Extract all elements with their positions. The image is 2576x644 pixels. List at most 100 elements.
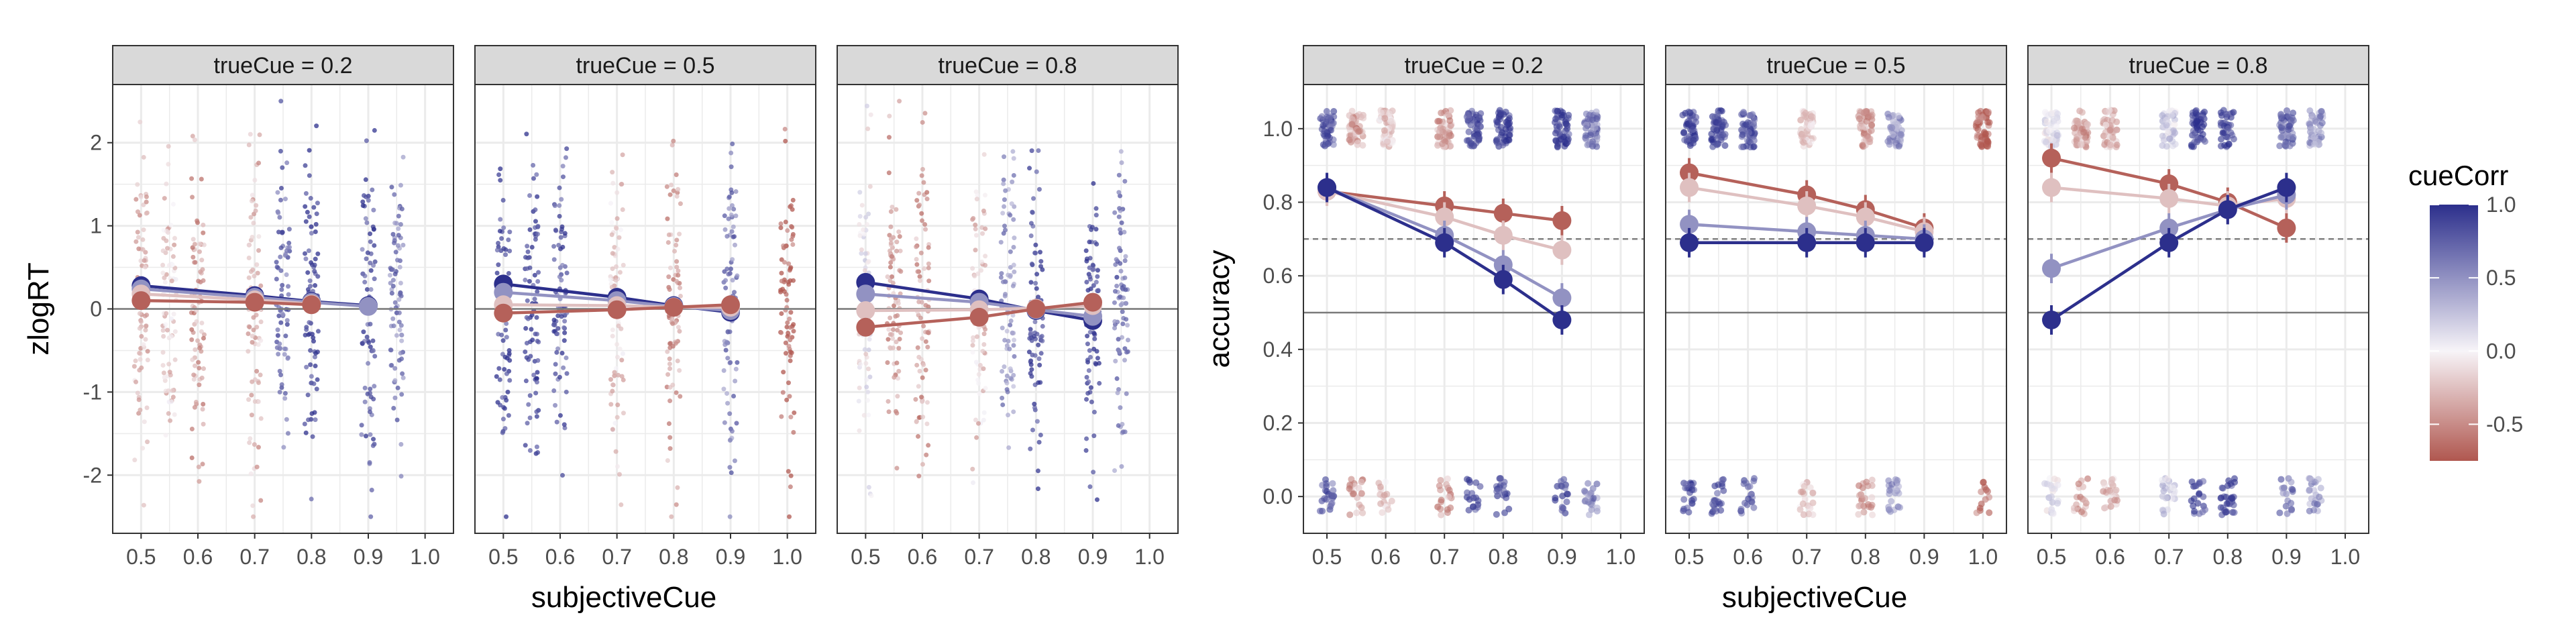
raw-point — [1559, 109, 1566, 116]
raw-point — [250, 193, 255, 198]
raw-point — [166, 144, 171, 149]
raw-point — [665, 349, 670, 354]
raw-point — [608, 377, 613, 382]
raw-point — [141, 202, 146, 207]
raw-point — [888, 237, 894, 242]
raw-point — [618, 227, 623, 233]
raw-point — [1323, 108, 1330, 115]
raw-point — [923, 227, 928, 232]
raw-point — [2277, 133, 2285, 141]
series-point — [1797, 233, 1817, 252]
raw-point — [926, 330, 931, 335]
raw-point — [1389, 139, 1396, 146]
raw-point — [722, 213, 727, 219]
raw-point — [1862, 124, 1869, 131]
raw-point — [200, 407, 205, 412]
raw-point — [615, 464, 621, 469]
y-tick-label: 0.8 — [1263, 190, 1293, 214]
raw-point — [2073, 136, 2080, 143]
raw-point — [2159, 112, 2166, 119]
raw-point — [2307, 125, 2314, 133]
raw-point — [499, 235, 504, 241]
raw-point — [314, 386, 319, 392]
raw-point — [1323, 141, 1330, 148]
raw-point — [1868, 494, 1876, 501]
raw-point — [1004, 373, 1010, 378]
raw-point — [2166, 135, 2174, 142]
raw-point — [1029, 261, 1034, 266]
raw-point — [885, 274, 890, 279]
raw-point — [364, 334, 370, 339]
series-line — [2051, 193, 2287, 270]
raw-point — [309, 374, 314, 379]
raw-point — [1809, 499, 1817, 506]
raw-point — [564, 270, 570, 276]
raw-point — [1038, 351, 1044, 356]
raw-point — [551, 257, 557, 262]
raw-point — [247, 325, 252, 330]
raw-point — [1116, 246, 1122, 251]
raw-point — [144, 199, 149, 205]
raw-point — [723, 347, 729, 353]
raw-point — [132, 458, 138, 463]
raw-point — [1000, 325, 1005, 331]
raw-point — [1114, 257, 1119, 262]
series-point — [2277, 178, 2296, 197]
raw-point — [1565, 111, 1572, 119]
raw-point — [729, 190, 735, 195]
raw-point — [2105, 132, 2112, 140]
raw-point — [1008, 318, 1014, 323]
raw-point — [278, 185, 284, 191]
raw-point — [246, 397, 252, 402]
raw-point — [2311, 140, 2318, 148]
raw-point — [674, 390, 679, 395]
raw-point — [142, 419, 147, 425]
raw-point — [557, 185, 562, 191]
y-tick-label: 0.2 — [1263, 411, 1293, 435]
raw-point — [250, 339, 255, 345]
raw-point — [779, 414, 784, 419]
raw-point — [2051, 475, 2058, 482]
raw-point — [779, 278, 784, 284]
raw-point — [730, 257, 735, 262]
raw-point — [1358, 478, 1365, 486]
raw-point — [2081, 497, 2088, 504]
raw-point — [392, 272, 398, 277]
raw-point — [1091, 180, 1096, 186]
raw-point — [505, 389, 511, 394]
raw-point — [1686, 142, 1694, 150]
raw-point — [1582, 125, 1590, 132]
raw-point — [390, 316, 396, 321]
raw-point — [1501, 509, 1508, 517]
raw-point — [196, 464, 201, 470]
raw-point — [1564, 490, 1571, 498]
raw-point — [1446, 143, 1454, 150]
raw-point — [613, 264, 619, 270]
raw-point — [674, 172, 679, 178]
raw-point — [560, 174, 566, 180]
raw-point — [2169, 484, 2177, 492]
raw-point — [278, 268, 284, 273]
x-tick-label: 0.5 — [488, 545, 518, 569]
raw-point — [250, 267, 256, 272]
raw-point — [920, 415, 926, 420]
raw-point — [396, 319, 402, 325]
raw-point — [2286, 142, 2294, 150]
raw-point — [894, 239, 900, 245]
raw-point — [251, 315, 256, 320]
raw-point — [1861, 109, 1868, 116]
raw-point — [1978, 500, 1985, 508]
panel-border — [474, 84, 816, 534]
raw-point — [362, 280, 368, 285]
raw-point — [1590, 494, 1597, 502]
raw-point — [1739, 109, 1747, 116]
raw-point — [665, 239, 671, 245]
raw-point — [2222, 508, 2229, 516]
raw-point — [888, 260, 894, 265]
raw-point — [144, 323, 149, 329]
raw-point — [1593, 108, 1600, 115]
raw-point — [367, 460, 372, 465]
raw-point — [559, 224, 565, 229]
raw-point — [1463, 476, 1470, 483]
raw-point — [1000, 402, 1006, 407]
